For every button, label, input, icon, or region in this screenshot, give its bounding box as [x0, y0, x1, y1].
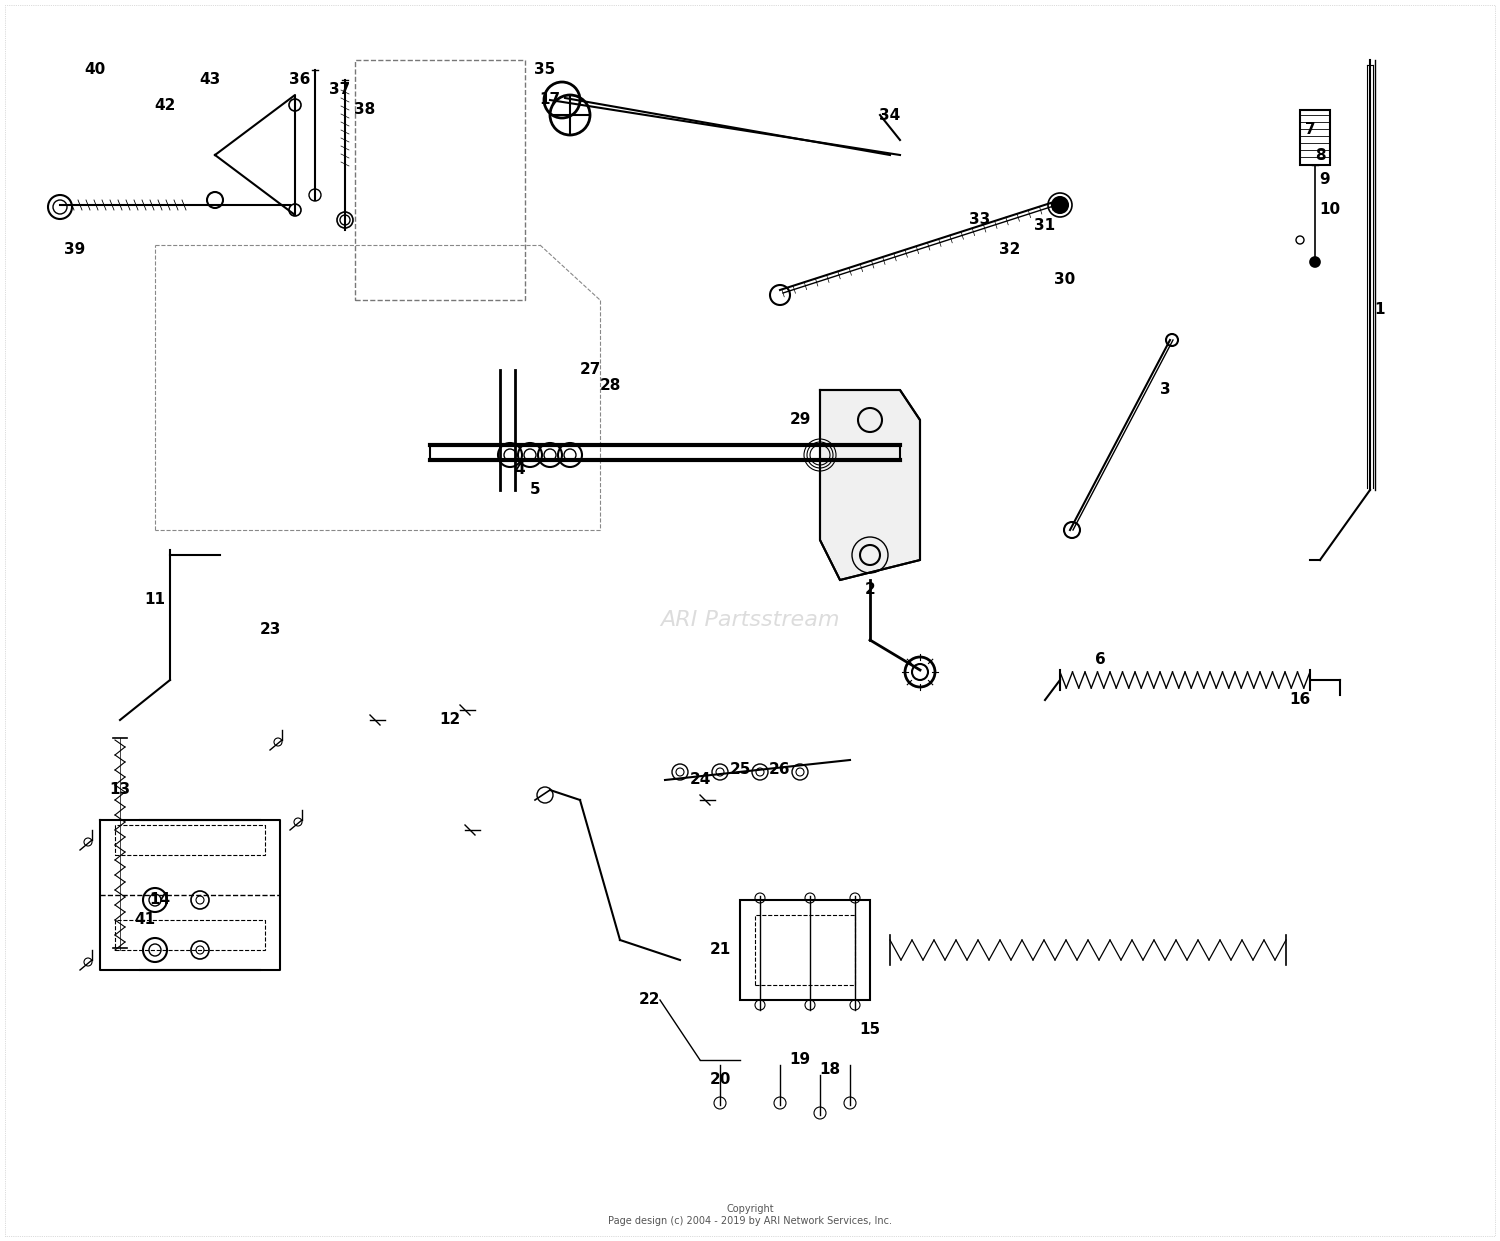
- Text: 43: 43: [200, 72, 220, 88]
- Text: 10: 10: [1320, 202, 1341, 217]
- Text: 42: 42: [154, 98, 176, 113]
- Bar: [116, 920, 266, 951]
- Bar: [116, 825, 266, 855]
- Text: 34: 34: [879, 108, 900, 123]
- Text: 5: 5: [530, 483, 540, 498]
- Circle shape: [1052, 197, 1068, 213]
- Text: 6: 6: [1095, 653, 1106, 668]
- Text: 33: 33: [969, 212, 990, 227]
- Text: 14: 14: [150, 892, 171, 907]
- Circle shape: [1310, 257, 1320, 267]
- Text: 18: 18: [819, 1062, 840, 1077]
- Text: 9: 9: [1320, 172, 1330, 187]
- Bar: [754, 915, 855, 985]
- Text: 38: 38: [354, 103, 375, 118]
- Text: 31: 31: [1035, 217, 1056, 232]
- Text: Copyright
Page design (c) 2004 - 2019 by ARI Network Services, Inc.: Copyright Page design (c) 2004 - 2019 by…: [608, 1204, 892, 1226]
- Text: 8: 8: [1314, 148, 1326, 163]
- Text: 21: 21: [710, 942, 730, 958]
- Text: 13: 13: [110, 783, 130, 798]
- Text: 30: 30: [1054, 273, 1076, 288]
- Text: 3: 3: [1160, 382, 1170, 397]
- Text: 27: 27: [579, 362, 600, 377]
- Text: 22: 22: [639, 993, 660, 1008]
- Text: 29: 29: [789, 412, 810, 427]
- Text: 41: 41: [135, 912, 156, 927]
- Bar: [1300, 110, 1330, 165]
- Text: 37: 37: [330, 82, 351, 98]
- Text: 23: 23: [260, 623, 280, 638]
- Text: 26: 26: [770, 762, 790, 778]
- Text: 40: 40: [84, 62, 105, 77]
- Text: 11: 11: [144, 592, 165, 608]
- Text: 39: 39: [64, 242, 86, 257]
- Text: 12: 12: [440, 712, 460, 727]
- Text: 35: 35: [534, 62, 555, 77]
- Text: 2: 2: [864, 582, 876, 597]
- Text: 1: 1: [1374, 303, 1386, 318]
- Bar: [356, 60, 525, 300]
- Text: 25: 25: [729, 762, 750, 778]
- Text: 19: 19: [789, 1052, 810, 1067]
- Text: 7: 7: [1305, 123, 1316, 138]
- Text: ARI Partsstream: ARI Partsstream: [660, 611, 840, 630]
- Polygon shape: [821, 390, 920, 580]
- Text: 16: 16: [1290, 692, 1311, 707]
- Bar: [740, 900, 870, 1000]
- Text: 15: 15: [859, 1023, 880, 1037]
- Text: 24: 24: [690, 772, 711, 788]
- Text: 32: 32: [999, 242, 1020, 257]
- Text: 17: 17: [540, 93, 561, 108]
- Text: 36: 36: [290, 72, 310, 88]
- Text: 20: 20: [710, 1072, 730, 1087]
- Text: 28: 28: [600, 377, 621, 392]
- Text: 4: 4: [514, 463, 525, 478]
